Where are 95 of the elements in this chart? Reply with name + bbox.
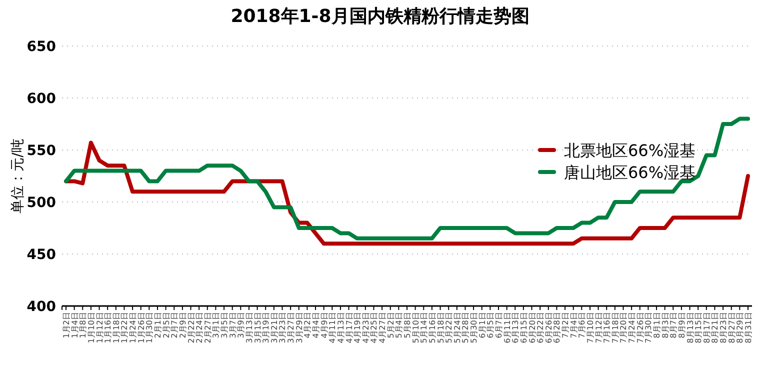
x-tick-label: 8月23日 xyxy=(719,312,728,344)
x-tick-label: 7月16日 xyxy=(602,312,612,344)
legend-label: 北票地区66%湿基 xyxy=(564,141,696,160)
x-tick-label: 6月20日 xyxy=(528,312,537,344)
x-tick-label: 6月11日 xyxy=(502,312,512,344)
x-tick-label: 8月27日 xyxy=(727,312,736,344)
x-tick-label: 5月18日 xyxy=(436,312,446,344)
x-tick-label: 5月10日 xyxy=(411,312,420,344)
x-tick-label: 1月26日 xyxy=(136,312,146,344)
x-tick-label: 7月6日 xyxy=(578,312,587,338)
x-tick-label: 8月13日 xyxy=(686,312,695,344)
x-tick-label: 1月2日 xyxy=(62,312,71,338)
x-tick-label: 4月2日 xyxy=(303,312,312,338)
line-series xyxy=(64,116,750,240)
x-tick-label: 5月2日 xyxy=(386,312,396,338)
x-tick-label: 8月31日 xyxy=(744,312,753,344)
x-tick-label: 5月8日 xyxy=(403,312,412,338)
x-tick-label: 3月1日 xyxy=(212,312,221,338)
x-tick-label: 6月5日 xyxy=(486,312,496,338)
x-tick-label: 2月22日 xyxy=(186,312,196,344)
x-tick-label: 4月13日 xyxy=(336,312,346,344)
x-tick-label: 8月3日 xyxy=(660,312,670,338)
x-tick-label: 4月9日 xyxy=(320,312,329,338)
x-tick-label: 7月24日 xyxy=(628,312,637,344)
x-tick-label: 5月30日 xyxy=(470,312,479,344)
x-tick-label: 1月16日 xyxy=(104,312,113,344)
y-axis-title: 单位：元/吨 xyxy=(10,138,26,214)
x-tick-label: 2月5日 xyxy=(162,312,171,338)
y-tick-label: 550 xyxy=(26,143,56,159)
x-tick-label: 6月15日 xyxy=(519,312,528,344)
x-tick-label: 8月21日 xyxy=(710,312,720,344)
x-tick-label: 3月27日 xyxy=(286,312,296,344)
x-tick-label: 8月9日 xyxy=(677,312,686,338)
y-tick-label: 450 xyxy=(26,247,56,263)
line-series xyxy=(64,140,750,246)
x-tick-label: 2月27日 xyxy=(203,312,212,344)
x-tick-label: 7月30日 xyxy=(644,312,654,344)
x-tick-label: 7月10日 xyxy=(586,312,595,344)
x-tick-label: 4月23日 xyxy=(361,312,370,344)
x-tick-label: 6月1日 xyxy=(478,312,487,338)
x-tick-label: 4月19日 xyxy=(353,312,362,344)
legend-label: 唐山地区66%湿基 xyxy=(564,163,696,182)
x-tick-label: 1月24日 xyxy=(128,312,138,344)
x-tick-label: 3月29日 xyxy=(294,312,304,344)
chart-title: 2018年1-8月国内铁精粉行情走势图 xyxy=(230,6,530,27)
x-tick-label: 8月17日 xyxy=(702,312,712,344)
y-tick-label: 500 xyxy=(26,195,56,211)
x-tick-label: 2月9日 xyxy=(178,312,188,338)
x-tick-label: 3月19日 xyxy=(262,312,271,344)
x-tick-label: 1月30日 xyxy=(145,312,154,344)
x-tick-label: 4月11日 xyxy=(328,312,338,344)
x-tick-label: 7月2日 xyxy=(561,312,570,338)
x-tick-label: 1月18日 xyxy=(112,312,121,344)
x-tick-label: 3月15日 xyxy=(253,312,262,344)
x-tick-label: 5月22日 xyxy=(444,312,454,344)
x-tick-label: 3月13日 xyxy=(244,312,254,344)
x-tick-label: 3月23日 xyxy=(278,312,288,344)
x-tick-label: 5月16日 xyxy=(428,312,437,344)
x-tick-label: 6月13日 xyxy=(511,312,520,344)
x-tick-label: 8月1日 xyxy=(652,312,662,338)
x-tick-label: 5月24日 xyxy=(452,312,462,344)
x-tick-label: 6月28日 xyxy=(552,312,562,344)
x-tick-label: 5月4日 xyxy=(394,312,404,338)
x-tick-label: 6月26日 xyxy=(544,312,554,344)
x-tick-label: 1月10日 xyxy=(86,312,96,344)
y-tick-label: 600 xyxy=(26,91,56,107)
x-tick-label: 1月4日 xyxy=(70,312,80,338)
x-tick-label: 4月17日 xyxy=(344,312,354,344)
x-tick-label: 4月27日 xyxy=(378,312,388,344)
x-tick-label: 8月7日 xyxy=(669,312,678,338)
x-tick-label: 7月12日 xyxy=(594,312,604,344)
x-tick-label: 2月1日 xyxy=(153,312,162,338)
x-tick-label: 3月7日 xyxy=(228,312,238,338)
x-tick-label: 2月24日 xyxy=(195,312,204,344)
x-tick-label: 8月29日 xyxy=(736,312,745,344)
x-tick-label: 7月18日 xyxy=(610,312,620,344)
x-tick-label: 6月22日 xyxy=(536,312,546,344)
x-tick-label: 3月5日 xyxy=(220,312,230,338)
x-tick-label: 7月4日 xyxy=(569,312,578,338)
x-tick-label: 1月8日 xyxy=(78,312,88,338)
x-tick-label: 1月22日 xyxy=(120,312,130,344)
x-tick-label: 1月12日 xyxy=(95,312,104,344)
x-tick-label: 7月26日 xyxy=(636,312,645,344)
x-tick-label: 7月20日 xyxy=(619,312,628,344)
x-tick-label: 4月25日 xyxy=(370,312,379,344)
x-tick-label: 3月9日 xyxy=(236,312,246,338)
y-tick-label: 400 xyxy=(26,299,56,315)
x-tick-label: 5月14日 xyxy=(420,312,429,344)
x-tick-label: 8月15日 xyxy=(694,312,704,344)
y-tick-label: 650 xyxy=(26,39,56,55)
x-tick-label: 2月7日 xyxy=(170,312,180,338)
x-tick-label: 6月7日 xyxy=(494,312,504,338)
x-tick-label: 3月21日 xyxy=(270,312,279,344)
x-tick-label: 5月28日 xyxy=(461,312,470,344)
x-tick-label: 4月4日 xyxy=(312,312,321,338)
